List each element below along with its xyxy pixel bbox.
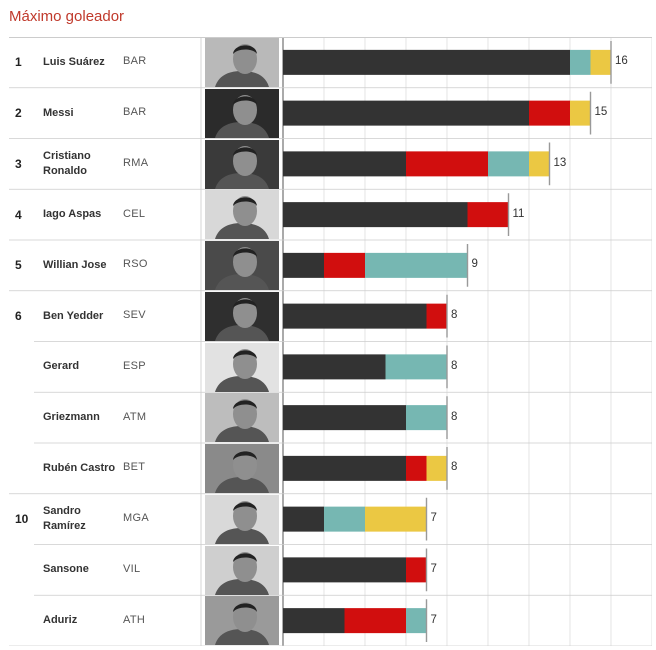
player-name: Willian Jose bbox=[43, 258, 107, 271]
player-name: Aduriz bbox=[43, 614, 78, 627]
bar-segment bbox=[365, 506, 427, 532]
player-photo bbox=[205, 88, 279, 138]
player-photo bbox=[205, 241, 279, 290]
player-photo bbox=[205, 139, 279, 189]
bar-segment bbox=[529, 151, 550, 177]
bar-segment bbox=[283, 506, 324, 532]
bar-segment bbox=[283, 455, 406, 481]
bar-segment bbox=[283, 49, 570, 75]
total-value-label: 8 bbox=[451, 359, 458, 372]
team-label: BAR bbox=[123, 106, 147, 119]
total-value-label: 7 bbox=[430, 562, 437, 575]
bar-segment bbox=[570, 49, 591, 75]
player-name: Griezmann bbox=[43, 411, 100, 424]
scorers-chart: 1 Luis Suárez BAR 16 2 Messi BAR 15 3 Cristiano R… bbox=[9, 37, 652, 646]
player-name: Iago Aspas bbox=[43, 208, 102, 221]
rank-label: 4 bbox=[15, 207, 22, 222]
bar-segment bbox=[283, 202, 468, 228]
bar-segment bbox=[324, 506, 365, 532]
bar-segment bbox=[488, 151, 529, 177]
rank-label: 1 bbox=[15, 55, 22, 70]
bar-segment bbox=[365, 252, 468, 278]
team-label: ATH bbox=[123, 613, 146, 626]
bar-segment bbox=[406, 455, 427, 481]
total-value-label: 8 bbox=[451, 309, 458, 322]
bar-segment bbox=[529, 100, 570, 126]
player-photo bbox=[205, 38, 279, 87]
team-label: RSO bbox=[123, 258, 148, 271]
bar-segment bbox=[283, 100, 529, 126]
player-name: Rubén Castro bbox=[43, 461, 116, 474]
total-value-label: 11 bbox=[512, 207, 525, 220]
total-value-label: 7 bbox=[430, 512, 437, 525]
player-name: Sandro Ramírez bbox=[43, 505, 86, 533]
bar-segment bbox=[344, 608, 406, 634]
team-label: ATM bbox=[123, 410, 147, 423]
rank-label: 10 bbox=[15, 512, 29, 527]
player-photo bbox=[205, 342, 279, 392]
team-label: MGA bbox=[123, 512, 149, 525]
bar-segment bbox=[590, 49, 611, 75]
bar-chart-svg bbox=[9, 37, 652, 646]
player-name: Messi bbox=[43, 106, 74, 119]
chart-title: Máximo goleador bbox=[9, 8, 125, 25]
player-name: Sansone bbox=[43, 563, 89, 576]
bar-segment bbox=[283, 252, 324, 278]
bar-segment bbox=[426, 455, 447, 481]
total-value-label: 8 bbox=[451, 410, 458, 423]
bar-segment bbox=[570, 100, 591, 126]
player-name: Ben Yedder bbox=[43, 309, 104, 322]
player-photo bbox=[205, 291, 279, 341]
team-label: CEL bbox=[123, 207, 146, 220]
player-photo bbox=[205, 596, 279, 646]
bar-segment bbox=[406, 405, 447, 431]
team-label: ESP bbox=[123, 359, 146, 372]
rank-label: 6 bbox=[15, 309, 22, 324]
player-photo bbox=[205, 393, 279, 443]
bar-segment bbox=[283, 608, 345, 634]
player-photo bbox=[205, 444, 279, 493]
rank-label: 3 bbox=[15, 156, 22, 171]
bar-segment bbox=[283, 557, 406, 583]
total-value-label: 16 bbox=[615, 55, 628, 68]
team-label: RMA bbox=[123, 156, 149, 169]
bar-segment bbox=[426, 303, 447, 329]
bar-segment bbox=[283, 303, 427, 329]
team-label: BET bbox=[123, 461, 146, 474]
total-value-label: 8 bbox=[451, 461, 458, 474]
bar-segment bbox=[283, 151, 406, 177]
player-photo bbox=[205, 545, 279, 595]
team-label: SEV bbox=[123, 309, 146, 322]
total-value-label: 9 bbox=[471, 258, 478, 271]
bar-segment bbox=[283, 405, 406, 431]
total-value-label: 13 bbox=[553, 156, 567, 169]
total-value-label: 15 bbox=[594, 106, 608, 119]
bar-segment bbox=[283, 354, 386, 380]
player-name: Luis Suárez bbox=[43, 55, 105, 68]
team-label: VIL bbox=[123, 562, 141, 575]
player-name: Cristiano Ronaldo bbox=[43, 149, 91, 177]
rank-label: 5 bbox=[15, 258, 22, 273]
player-name: Gerard bbox=[43, 360, 80, 373]
player-photo bbox=[205, 494, 279, 544]
total-value-label: 7 bbox=[430, 613, 437, 626]
bar-segment bbox=[324, 252, 365, 278]
bar-segment bbox=[406, 608, 427, 634]
team-label: BAR bbox=[123, 55, 147, 68]
rank-label: 2 bbox=[15, 106, 22, 121]
bar-segment bbox=[385, 354, 447, 380]
player-photo bbox=[205, 190, 279, 240]
bar-segment bbox=[467, 202, 509, 228]
bar-segment bbox=[406, 557, 427, 583]
bar-segment bbox=[406, 151, 488, 177]
